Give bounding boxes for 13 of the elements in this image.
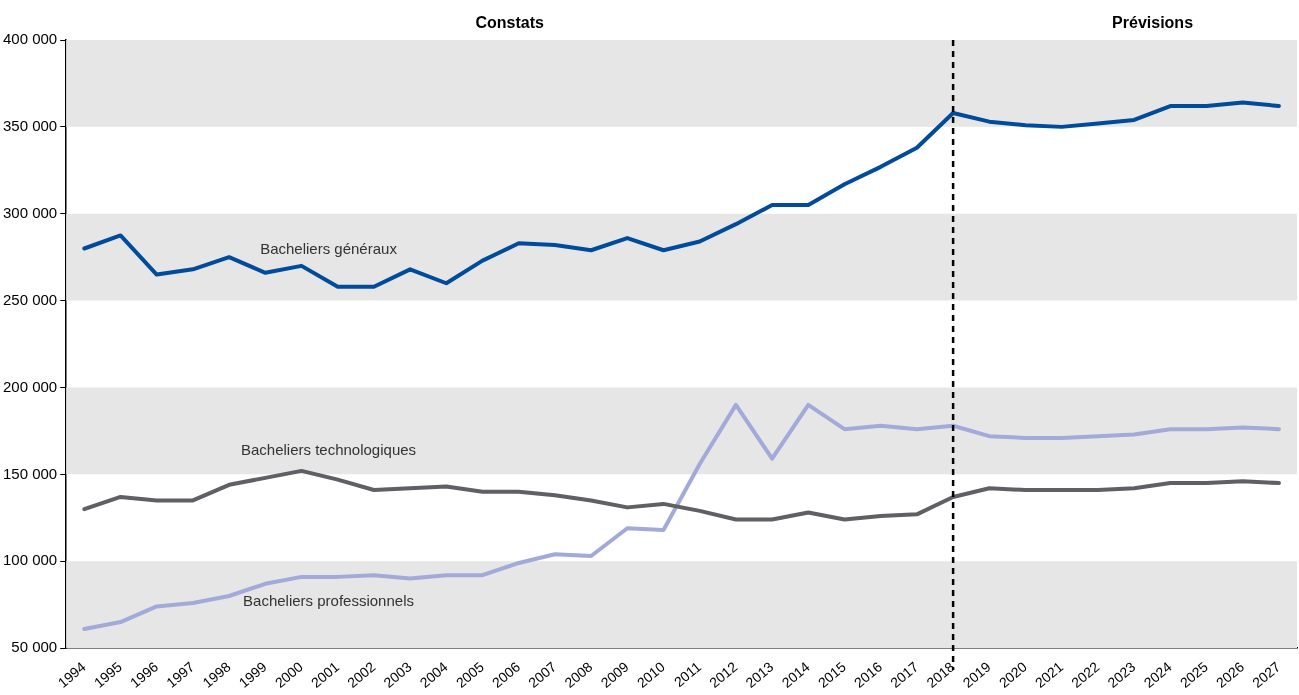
y-tick-label: 350 000 xyxy=(2,117,58,135)
y-tick-label: 100 000 xyxy=(2,551,58,569)
text: Prévisions xyxy=(1112,14,1194,32)
y-tick-label: 400 000 xyxy=(2,30,58,48)
series-label: Bacheliers professionnels xyxy=(243,592,414,610)
y-tick-label: 250 000 xyxy=(2,290,58,308)
series-label: Bacheliers technologiques xyxy=(240,441,417,459)
y-tick-label: 200 000 xyxy=(2,377,58,395)
y-tick-label: 150 000 xyxy=(2,464,58,482)
series-label: Bacheliers généraux xyxy=(260,240,398,258)
y-tick-label: 50 000 xyxy=(11,638,58,656)
text: Constats xyxy=(475,14,544,32)
y-tick-label: 300 000 xyxy=(2,203,58,221)
